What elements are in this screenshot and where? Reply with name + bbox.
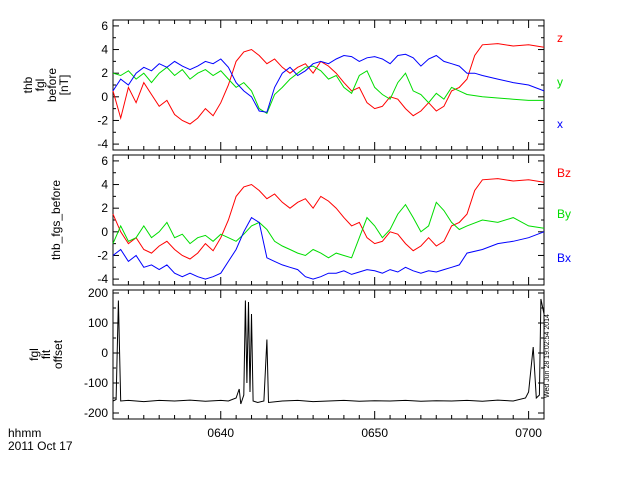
y-axis-label: fgl	[33, 79, 47, 92]
panel-frame	[112, 154, 545, 286]
y-tick-label: -2	[97, 248, 108, 262]
x-tick-label: 0700	[515, 426, 542, 440]
timestamp-stamp: Wed Jun 28 19:02:54 2014	[544, 314, 551, 398]
panel-frame	[112, 19, 545, 151]
y-tick-label: 200	[88, 286, 108, 300]
legend-entry-y: y	[557, 75, 563, 89]
y-tick-label: 6	[101, 154, 108, 168]
y-axis-label: thb_fgs_before	[49, 180, 63, 260]
y-tick-label: 4	[101, 43, 108, 57]
series-line-offset	[112, 298, 545, 405]
series-line-z	[112, 43, 545, 125]
y-tick-label: 0	[101, 90, 108, 104]
y-axis-label: fgl	[27, 348, 41, 361]
y-tick-label: 6	[101, 19, 108, 33]
series-line-Bx	[112, 216, 545, 280]
panel-frame	[112, 289, 545, 420]
y-tick-label: 0	[101, 346, 108, 360]
legend-entry-z: z	[557, 31, 563, 45]
y-tick-label: -2	[97, 113, 108, 127]
y-axis-label: fit	[39, 349, 53, 359]
y-tick-label: -100	[84, 376, 108, 390]
series-line-x	[112, 53, 545, 113]
legend-entry-Bx: Bx	[557, 251, 571, 265]
x-tick-label: 0640	[207, 426, 234, 440]
y-axis-label: [nT]	[57, 75, 71, 96]
date-label: 2011 Oct 17	[8, 439, 73, 453]
x-axis-unit: hhmm	[8, 426, 41, 440]
y-tick-label: 100	[88, 316, 108, 330]
series-line-By	[112, 201, 545, 259]
y-tick-label: -200	[84, 406, 108, 420]
y-tick-label: 0	[101, 225, 108, 239]
y-tick-label: 2	[101, 201, 108, 215]
y-tick-label: -4	[97, 137, 108, 151]
y-tick-label: 4	[101, 178, 108, 192]
y-axis-label: offset	[51, 339, 65, 369]
x-tick-label: 0650	[361, 426, 388, 440]
y-tick-label: -4	[97, 272, 108, 286]
legend-entry-Bz: Bz	[557, 166, 571, 180]
legend-entry-By: By	[557, 207, 571, 221]
panel-2: 6 4 2 0 -2 -4 thb_fgs_before Bz By Bx	[49, 154, 571, 286]
series-line-Bz	[112, 178, 545, 260]
y-tick-label: 2	[101, 66, 108, 80]
legend-entry-x: x	[557, 117, 563, 131]
series-line-y	[112, 65, 544, 115]
y-axis-label: thb	[21, 76, 35, 93]
y-axis-label: before	[45, 68, 59, 102]
